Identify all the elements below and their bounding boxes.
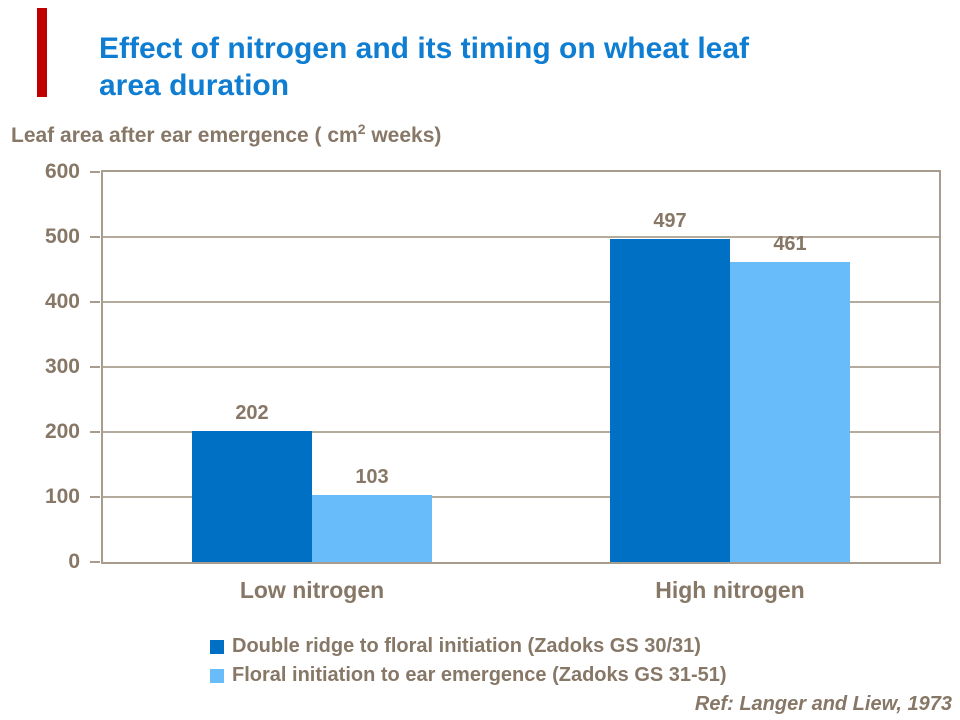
gridline-500	[103, 236, 939, 238]
bar-series1-low-nitrogen	[192, 430, 312, 562]
y-tick-mark-200	[90, 431, 100, 433]
legend: Double ridge to floral initiation (Zadok…	[210, 632, 727, 690]
chart-title: Effect of nitrogen and its timing on whe…	[99, 30, 749, 104]
gridline-100	[103, 496, 939, 498]
y-tick-mark-500	[90, 236, 100, 238]
x-category-label-high-nitrogen: High nitrogen	[655, 577, 805, 603]
legend-swatch-series2	[210, 668, 224, 683]
reference-text: Ref: Langer and Liew, 1973	[694, 693, 952, 715]
y-tick-label-600: 600	[44, 160, 80, 183]
legend-swatch-series1	[210, 639, 224, 654]
y-tick-mark-600	[90, 171, 100, 173]
y-tick-mark-300	[90, 366, 100, 368]
y-tick-label-500: 500	[44, 225, 80, 248]
y-axis-title-text: Leaf area after ear emergence ( cm	[11, 124, 358, 147]
value-label-103: 103	[355, 466, 389, 489]
gridline-400	[103, 301, 939, 303]
x-category-label-low-nitrogen: Low nitrogen	[239, 577, 385, 603]
chart-title-line2: area duration	[99, 69, 290, 102]
y-tick-mark-0	[90, 561, 100, 563]
gridline-300	[103, 366, 939, 368]
value-label-461: 461	[773, 233, 807, 256]
bar-series2-high-nitrogen	[730, 262, 850, 562]
y-axis-title-units: weeks)	[365, 124, 442, 147]
legend-label-series1: Double ridge to floral initiation (Zadok…	[232, 635, 701, 657]
value-label-497: 497	[653, 209, 687, 232]
legend-label-series2: Floral initiation to ear emergence (Zado…	[232, 664, 727, 686]
y-tick-mark-100	[90, 496, 100, 498]
value-label-202: 202	[235, 401, 269, 424]
gridline-200	[103, 431, 939, 433]
y-tick-label-0: 0	[68, 550, 80, 573]
legend-item-series1: Double ridge to floral initiation (Zadok…	[210, 632, 727, 661]
y-tick-label-200: 200	[44, 420, 80, 443]
y-tick-label-300: 300	[44, 355, 80, 378]
bar-series1-high-nitrogen	[610, 238, 730, 562]
plot-area: 202 103 497 461	[101, 170, 941, 564]
y-tick-label-100: 100	[44, 485, 80, 508]
y-tick-label-400: 400	[44, 290, 80, 313]
red-accent-bar	[37, 8, 47, 97]
bar-series2-low-nitrogen	[312, 495, 432, 562]
chart-title-line1: Effect of nitrogen and its timing on whe…	[99, 32, 750, 65]
y-axis-title-superscript: 2	[357, 121, 366, 137]
y-axis-title: Leaf area after ear emergence ( cm2 week…	[11, 121, 441, 148]
y-tick-mark-400	[90, 301, 100, 303]
legend-item-series2: Floral initiation to ear emergence (Zado…	[210, 661, 727, 690]
